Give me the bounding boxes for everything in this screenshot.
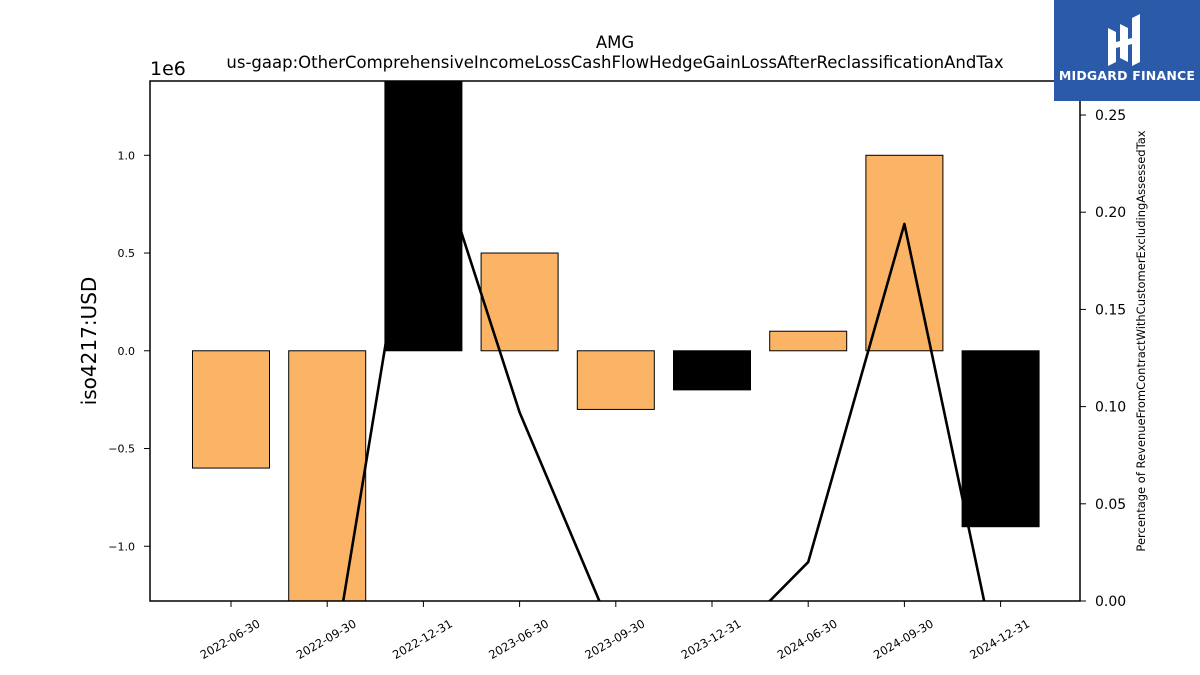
bar-2023-09-30: [576, 350, 655, 410]
ytick-label: 0.5: [118, 247, 136, 260]
ytick-label: −1.0: [108, 540, 135, 553]
y2tick-label: 0.20: [1095, 205, 1126, 221]
y2tick-label: 0.05: [1095, 497, 1126, 513]
y2-axis-label: Percentage of RevenueFromContractWithCus…: [1134, 130, 1148, 551]
bar-2023-06-30: [480, 252, 559, 352]
y-axis-label: iso4217:USD: [77, 277, 101, 406]
bar-2022-12-31: [384, 81, 463, 352]
xtick-label: 2022-09-30: [294, 616, 359, 662]
ytick-label: 1.0: [118, 149, 136, 162]
brand-logo: MIDGARD FINANCE: [1054, 0, 1200, 101]
bar-2024-12-31: [961, 350, 1040, 528]
xtick-label: 2023-06-30: [486, 616, 551, 662]
xtick-label: 2024-06-30: [775, 616, 840, 662]
xtick-label: 2024-09-30: [871, 616, 936, 662]
bar-2022-06-30: [192, 350, 270, 469]
y2tick-label: 0.25: [1095, 108, 1126, 124]
xtick-label: 2023-09-30: [582, 616, 647, 662]
plot-frame: [149, 80, 1081, 602]
chart-title: AMG: [596, 33, 634, 52]
xtick-label: 2024-12-31: [967, 616, 1032, 662]
midgard-logo-icon: [1108, 14, 1140, 66]
ytick-label: 0.0: [118, 345, 136, 358]
y2tick-label: 0.00: [1095, 594, 1126, 610]
xtick-label: 2022-06-30: [198, 616, 263, 662]
bar-2024-06-30: [769, 330, 848, 352]
logo-text: MIDGARD FINANCE: [1058, 68, 1196, 83]
xtick-label: 2023-12-31: [679, 616, 744, 662]
percentage-line: [341, 113, 986, 601]
y2tick-label: 0.10: [1095, 400, 1126, 416]
bar-2022-09-30: [288, 350, 367, 601]
y2tick-label: 0.15: [1095, 302, 1126, 318]
y-offset-text: 1e6: [150, 58, 186, 80]
xtick-label: 2022-12-31: [390, 616, 455, 662]
ytick-label: −0.5: [108, 443, 135, 456]
chart-subtitle: us-gaap:OtherComprehensiveIncomeLossCash…: [226, 53, 1003, 72]
bar-2023-12-31: [673, 350, 751, 391]
